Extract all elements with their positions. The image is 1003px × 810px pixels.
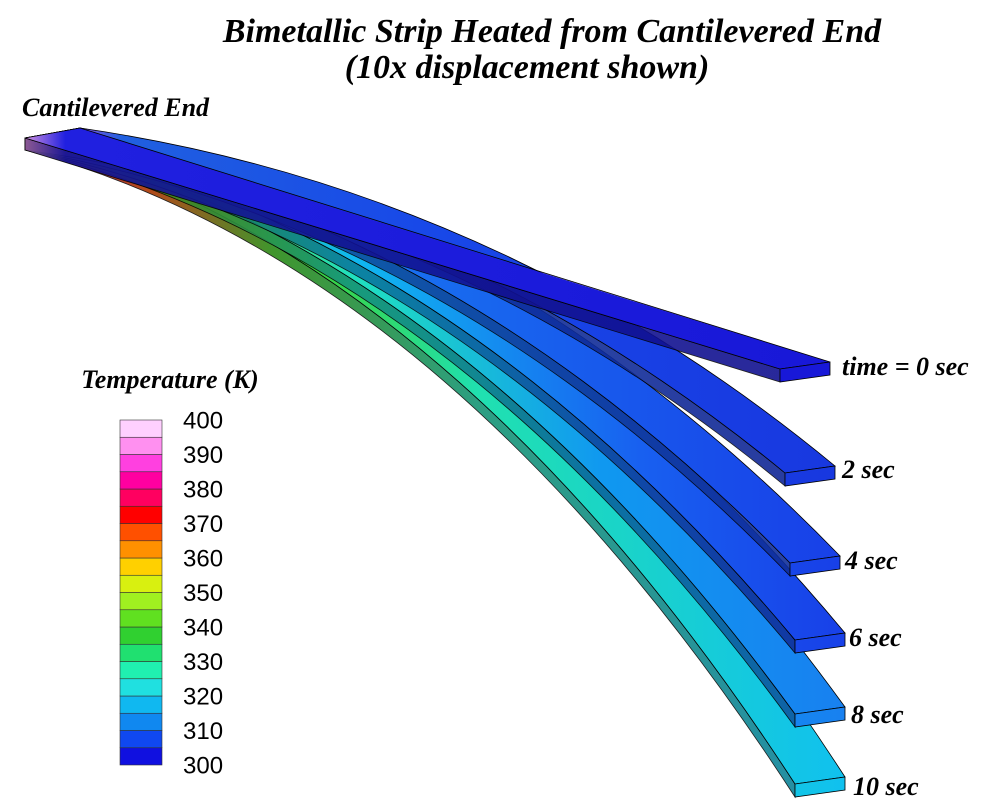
- colorbar-band: [119, 626, 163, 645]
- strip-label: time = 0 sec: [842, 352, 969, 381]
- colorbar-band: [119, 436, 163, 455]
- strip-label: 2 sec: [841, 455, 895, 484]
- colorbar-band: [119, 557, 163, 576]
- colorbar-band: [119, 488, 163, 507]
- colorbar-tick-label: 300: [183, 752, 223, 779]
- fixed-end-label: Cantilevered End: [22, 93, 210, 122]
- colorbar-tick-label: 360: [183, 545, 223, 572]
- colorbar-band: [119, 454, 163, 473]
- strip-end: [794, 706, 846, 728]
- colorbar-band: [119, 643, 163, 662]
- colorbar-band: [119, 505, 163, 524]
- strip-label: 6 sec: [849, 623, 902, 652]
- colorbar-band: [119, 419, 163, 438]
- colorbar-band: [119, 592, 163, 611]
- colorbar-tick-label: 350: [183, 580, 223, 607]
- colorbar-tick-label: 380: [183, 476, 223, 503]
- colorbar-band: [119, 609, 163, 628]
- colorbar-band: [119, 471, 163, 490]
- strip-side-shade: [25, 138, 780, 382]
- colorbar-band: [119, 695, 163, 714]
- colorbar-band: [119, 574, 163, 593]
- strip-end: [784, 465, 836, 487]
- strip-end: [794, 632, 846, 654]
- colorbar-band: [119, 661, 163, 680]
- colorbar-title: Temperature (K): [81, 365, 258, 394]
- colorbar: 400 390 380 370 360 350 340 330 320 310 300: [119, 407, 223, 779]
- strip-label: 8 sec: [851, 700, 904, 729]
- colorbar-tick-label: 330: [183, 649, 223, 676]
- colorbar-band: [119, 678, 163, 697]
- subtitle: (10x displacement shown): [345, 49, 710, 86]
- strip-label: 4 sec: [844, 546, 898, 575]
- colorbar-band: [119, 747, 163, 766]
- strips: [24, 127, 846, 799]
- title: Bimetallic Strip Heated from Cantilevere…: [222, 13, 882, 50]
- colorbar-band: [119, 730, 163, 749]
- colorbar-tick-label: 320: [183, 683, 223, 710]
- colorbar-tick-label: 340: [183, 614, 223, 641]
- strip-label: 10 sec: [853, 772, 919, 801]
- strip-end: [779, 361, 831, 383]
- colorbar-tick-label: 370: [183, 511, 223, 538]
- strip-end: [794, 776, 846, 798]
- colorbar-band: [119, 523, 163, 542]
- colorbar-tick-label: 400: [183, 407, 223, 434]
- colorbar-band: [119, 540, 163, 559]
- colorbar-tick-label: 310: [183, 718, 223, 745]
- colorbar-band: [119, 712, 163, 731]
- strip-end: [789, 555, 841, 577]
- colorbar-tick-label: 390: [183, 442, 223, 469]
